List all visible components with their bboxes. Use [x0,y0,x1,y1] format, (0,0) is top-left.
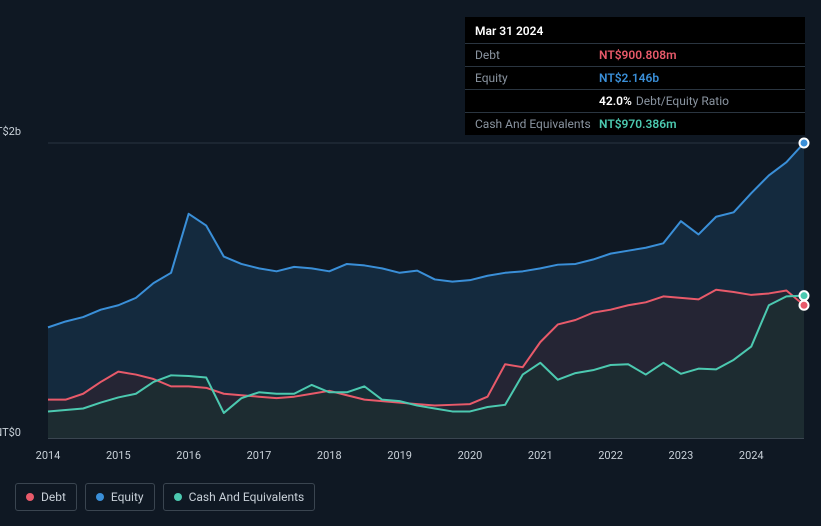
x-axis-tick: 2018 [317,449,342,462]
tooltip-row: DebtNT$900.808m [465,43,805,66]
tooltip-row-value: NT$900.808m [599,48,677,62]
legend-item[interactable]: Debt [15,483,77,511]
tooltip-date: Mar 31 2024 [465,17,805,43]
tooltip-row: 42.0%Debt/Equity Ratio [465,89,805,112]
series-end-marker [800,291,809,300]
tooltip-row-value: NT$2.146b [599,71,659,85]
data-tooltip: Mar 31 2024 DebtNT$900.808mEquityNT$2.14… [465,17,805,135]
tooltip-row: EquityNT$2.146b [465,66,805,89]
x-axis-tick: 2017 [247,449,272,462]
series-end-marker [800,301,809,310]
x-axis-tick: 2015 [106,449,131,462]
chart-area: NT$2b NT$0 2014 2015 2016 2017 2018 2019 2020 2… [0,125,821,470]
legend-item[interactable]: Equity [85,483,155,511]
legend-dot-icon [26,493,34,501]
legend-label: Cash And Equivalents [189,490,305,504]
tooltip-row-label: Equity [475,71,599,85]
tooltip-row-label [475,94,599,108]
x-axis-tick: 2019 [387,449,412,462]
legend-dot-icon [174,493,182,501]
legend-label: Debt [41,490,66,504]
x-axis-tick: 2023 [669,449,694,462]
legend-dot-icon [96,493,104,501]
legend: Debt Equity Cash And Equivalents [15,483,315,511]
x-axis-ticks: 2014201520162017201820192020202120222023… [48,449,804,469]
legend-item[interactable]: Cash And Equivalents [163,483,316,511]
x-axis-baseline [48,438,804,439]
series-end-marker [800,139,809,148]
x-axis-tick: 2024 [739,449,764,462]
legend-label: Equity [111,490,144,504]
x-axis-tick: 2016 [176,449,201,462]
line-area-chart[interactable] [48,143,804,438]
y-axis-label-top: NT$2b [0,125,21,138]
x-axis-tick: 2021 [528,449,553,462]
tooltip-row-value: 42.0%Debt/Equity Ratio [599,94,729,108]
tooltip-row-label: Debt [475,48,599,62]
x-axis-tick: 2014 [36,449,61,462]
x-axis-tick: 2020 [458,449,483,462]
x-axis-tick: 2022 [598,449,623,462]
y-axis-label-bottom: NT$0 [0,426,21,439]
